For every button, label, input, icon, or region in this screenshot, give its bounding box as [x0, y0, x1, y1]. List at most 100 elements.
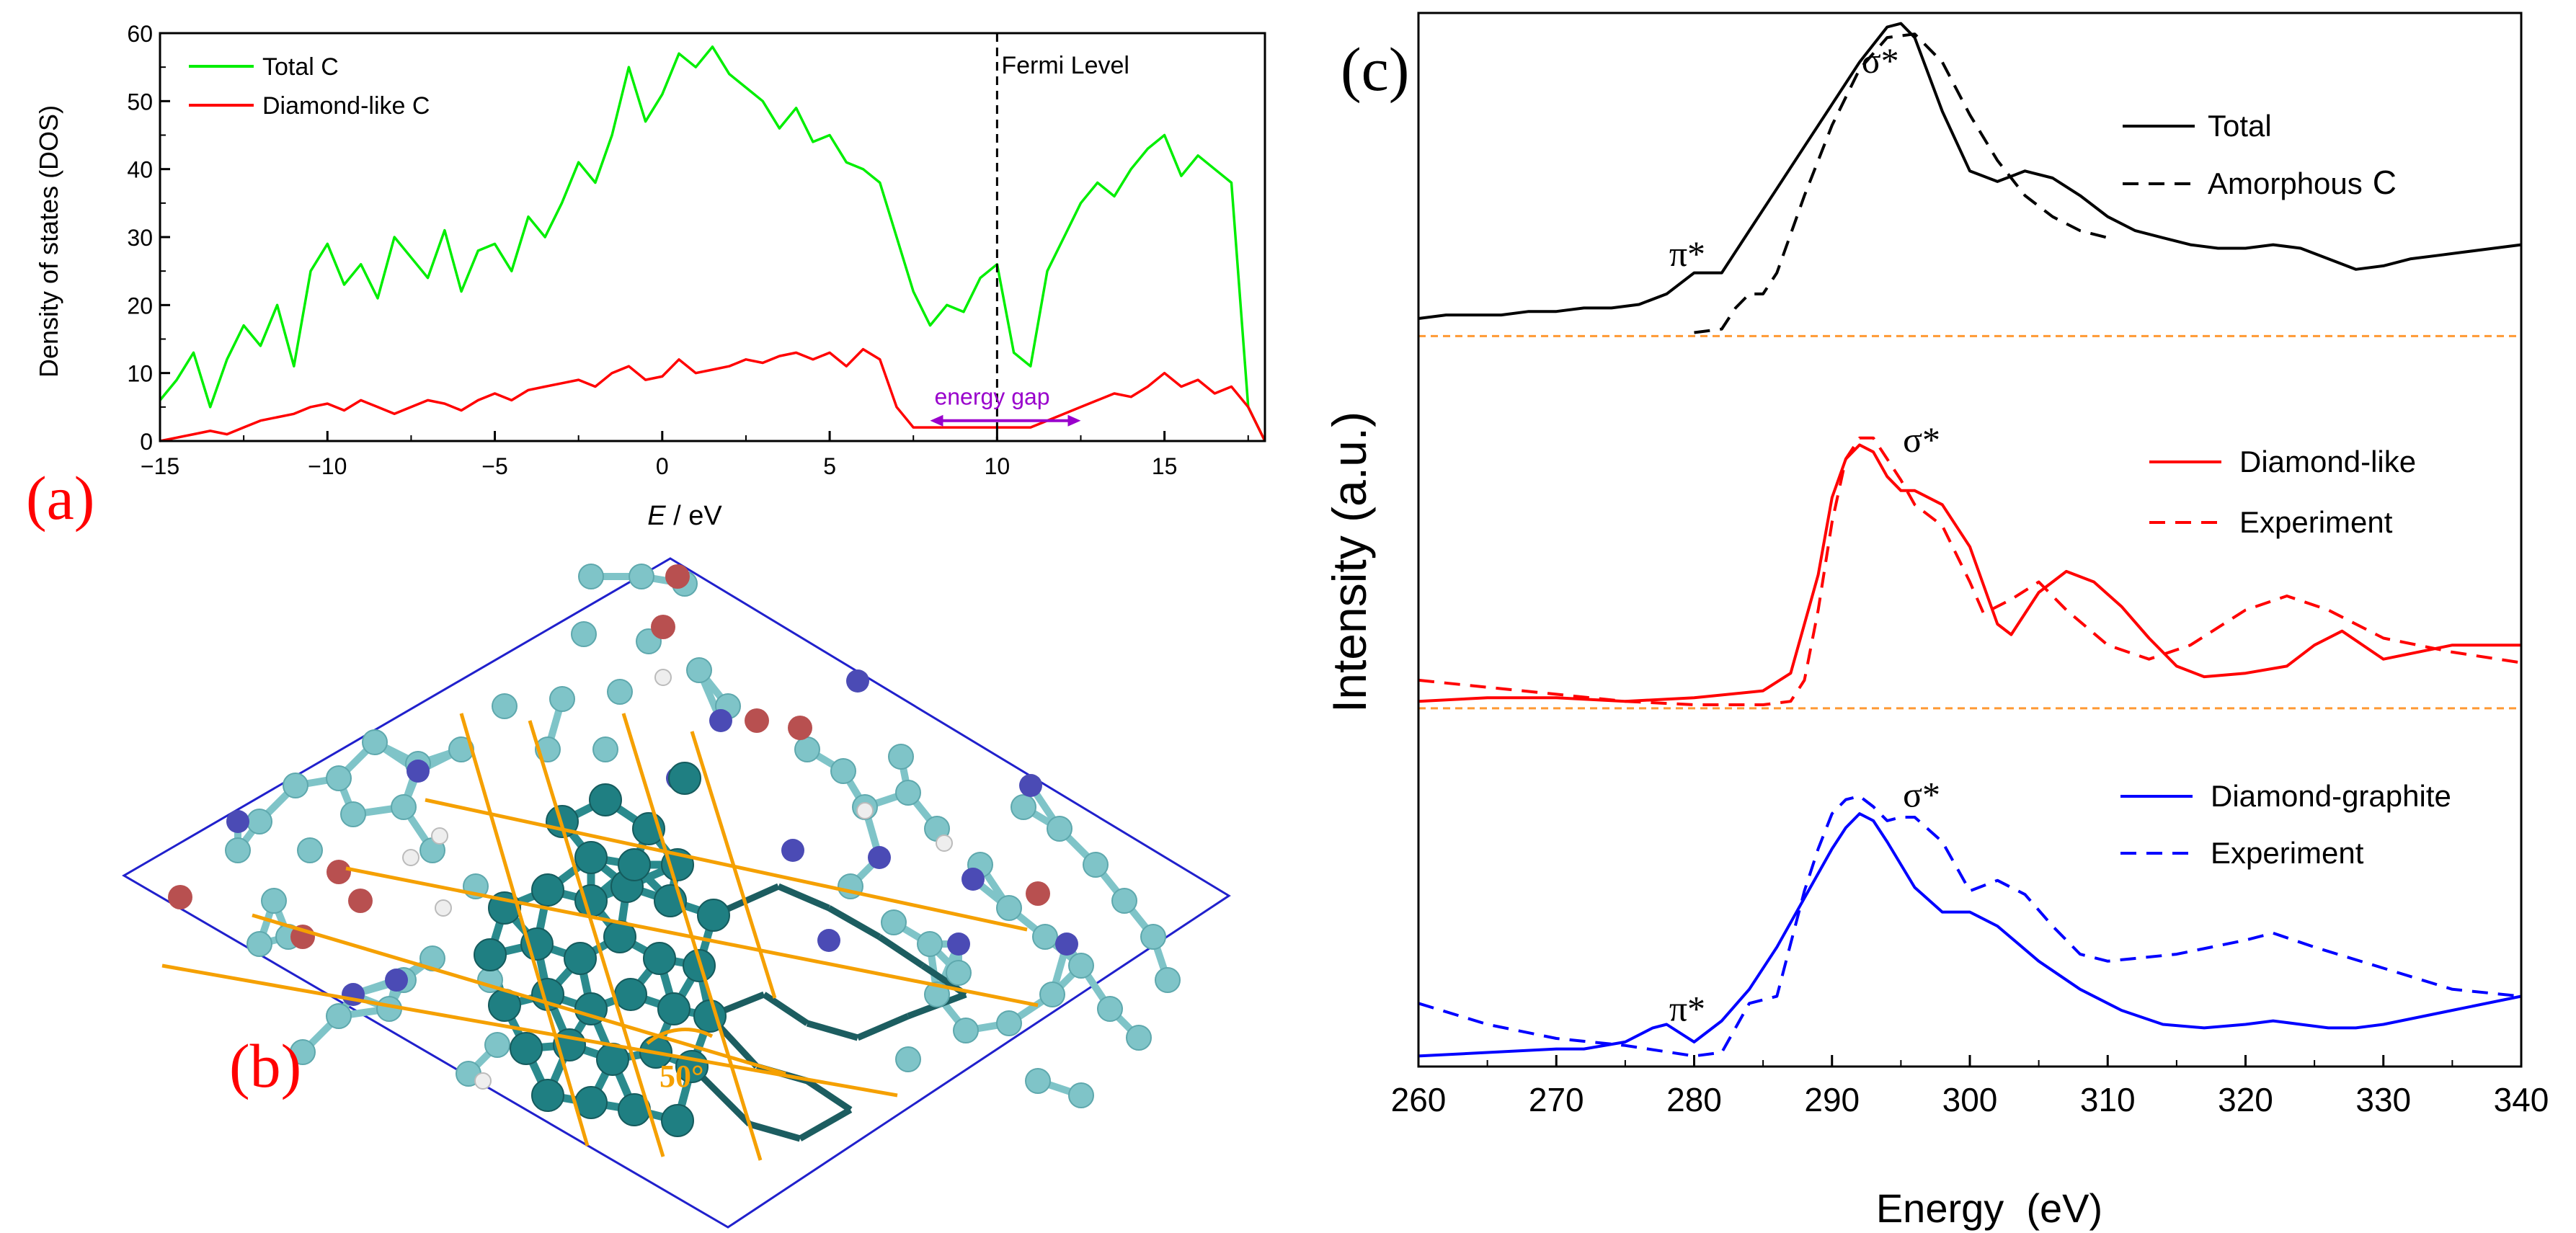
y-tick-label: 0: [140, 429, 153, 455]
peak-label: π*: [1669, 989, 1705, 1029]
legend-label-diamond-like-c: Diamond-like C: [262, 92, 430, 120]
atom-carbon-light: [895, 1046, 921, 1072]
dos-legend: Total C Diamond-like C: [189, 53, 430, 120]
atom-carbon-dark: [643, 942, 676, 975]
atom-carbon-light: [946, 960, 972, 986]
x-tick-label: −5: [481, 453, 507, 479]
x-tick-label: 310: [2080, 1081, 2136, 1118]
guide-line: [528, 720, 665, 1157]
x-tick-label: 320: [2218, 1081, 2273, 1118]
atom-carbon-light: [1097, 996, 1123, 1022]
atom-nitrogen: [817, 929, 840, 952]
y-tick-label: 30: [127, 225, 153, 251]
atom-carbon-light: [1039, 981, 1065, 1007]
legend-label-experiment-red: Experiment: [2239, 505, 2393, 539]
atom-oxygen: [745, 708, 769, 733]
x-tick-label: 0: [656, 453, 669, 479]
atom-nitrogen: [709, 709, 732, 732]
series-line-diamond-graphite-4: [1418, 812, 2522, 1058]
atom-carbon-dark: [474, 938, 507, 971]
atom-carbon-dark: [668, 762, 701, 795]
atom-oxygen: [168, 885, 192, 909]
xas-chart: 260 270 280 290 300 310 320 330 340 σ* π* σ* σ* π* T…: [1323, 12, 2549, 1231]
series-line-diamond-like-c: [159, 347, 1266, 442]
atom-hydrogen: [474, 1072, 492, 1090]
atom-hydrogen: [402, 849, 419, 866]
bond: [827, 905, 881, 940]
guide-line: [161, 963, 898, 1098]
atom-nitrogen: [1055, 932, 1078, 956]
atom-carbon-light: [895, 780, 921, 806]
atom-carbon-dark: [574, 841, 608, 874]
legend-label-amorphous-text: Amorphous: [2208, 166, 2363, 200]
xas-ticks: 260 270 280 290 300 310 320 330 340: [1391, 1055, 2549, 1118]
x-tick-label: 290: [1804, 1081, 1860, 1118]
atom-carbon-light: [283, 773, 308, 798]
guide-line: [425, 798, 1028, 932]
bond: [777, 883, 830, 912]
x-tick-label: 300: [1942, 1081, 1998, 1118]
atom-carbon-light: [794, 736, 820, 762]
legend-label-total-c: Total C: [262, 53, 339, 81]
panel-label-c: (c): [1341, 35, 1409, 104]
atom-carbon-light: [1111, 888, 1137, 914]
atom-carbon-light: [629, 564, 654, 589]
x-tick-label: 10: [985, 453, 1011, 479]
panel-label-a: (a): [26, 463, 94, 533]
dos-series-group: [159, 45, 1266, 442]
energy-gap-arrowhead-right: [1067, 414, 1081, 427]
energy-gap-arrowhead-left: [930, 414, 943, 427]
series-line-amorphous-c-1: [1694, 32, 2108, 334]
legend-label-amorphous: Amorphous C: [2208, 164, 2397, 201]
series-line-diamond-like-2: [1418, 443, 2521, 703]
atom-nitrogen: [868, 846, 891, 869]
x-tick-label: −10: [308, 453, 347, 479]
atom-carbon-dark: [531, 1079, 564, 1112]
atom-oxygen: [651, 615, 675, 639]
bond: [806, 1020, 859, 1041]
peak-label: σ*: [1903, 419, 1940, 460]
atom-carbon-light: [326, 1003, 352, 1029]
x-tick-label: 280: [1666, 1081, 1722, 1118]
atom-nitrogen: [226, 810, 249, 833]
atom-carbon-dark: [657, 992, 690, 1025]
atom-carbon-dark: [531, 873, 564, 907]
simulation-cell: [122, 557, 1231, 1229]
atom-carbon-light: [419, 945, 445, 971]
atom-hydrogen: [936, 834, 953, 852]
atom-carbon-light: [1047, 816, 1072, 842]
x-tick-label: 15: [1152, 453, 1178, 479]
x-tick-label: 270: [1529, 1081, 1584, 1118]
dos-ticks: −15 −10 −5 0 5 10 15 0 10 20 30 40 50 60: [127, 21, 1249, 479]
peak-label: σ*: [1903, 774, 1940, 814]
y-tick-label: 60: [127, 21, 153, 47]
y-tick-label: 20: [127, 293, 153, 319]
guide-line: [252, 913, 786, 1076]
peak-label: π*: [1669, 233, 1705, 274]
series-line-experiment-3: [1418, 436, 2522, 706]
panel-label-b: (b): [229, 1031, 301, 1100]
energy-gap-label: energy gap: [934, 384, 1049, 410]
atom-carbon-light: [290, 1039, 316, 1065]
atom-carbon-light: [1126, 1025, 1152, 1051]
atom-carbon-light: [996, 1010, 1022, 1036]
atom-carbon-light: [247, 931, 272, 957]
bond: [856, 1012, 910, 1041]
atom-carbon-dark: [697, 899, 730, 932]
atom-carbon-light: [578, 564, 604, 589]
atom-carbon-light: [1155, 967, 1181, 993]
atom-carbon-light: [881, 909, 907, 935]
angle-arc: [646, 1028, 714, 1045]
xas-ylabel: Intensity (a.u.): [1323, 411, 1376, 713]
structure-panel: 50° (b): [122, 557, 1231, 1229]
series-line-total-0: [1418, 22, 2522, 320]
y-tick-label: 40: [127, 157, 153, 183]
atom-nitrogen: [1019, 774, 1042, 797]
atom-hydrogen: [856, 802, 874, 819]
bond: [805, 1078, 853, 1113]
atom-carbon-light: [297, 837, 323, 863]
atom-carbon-dark: [661, 1104, 694, 1137]
angle-label: 50°: [659, 1059, 704, 1094]
atom-carbon-light: [917, 931, 943, 957]
